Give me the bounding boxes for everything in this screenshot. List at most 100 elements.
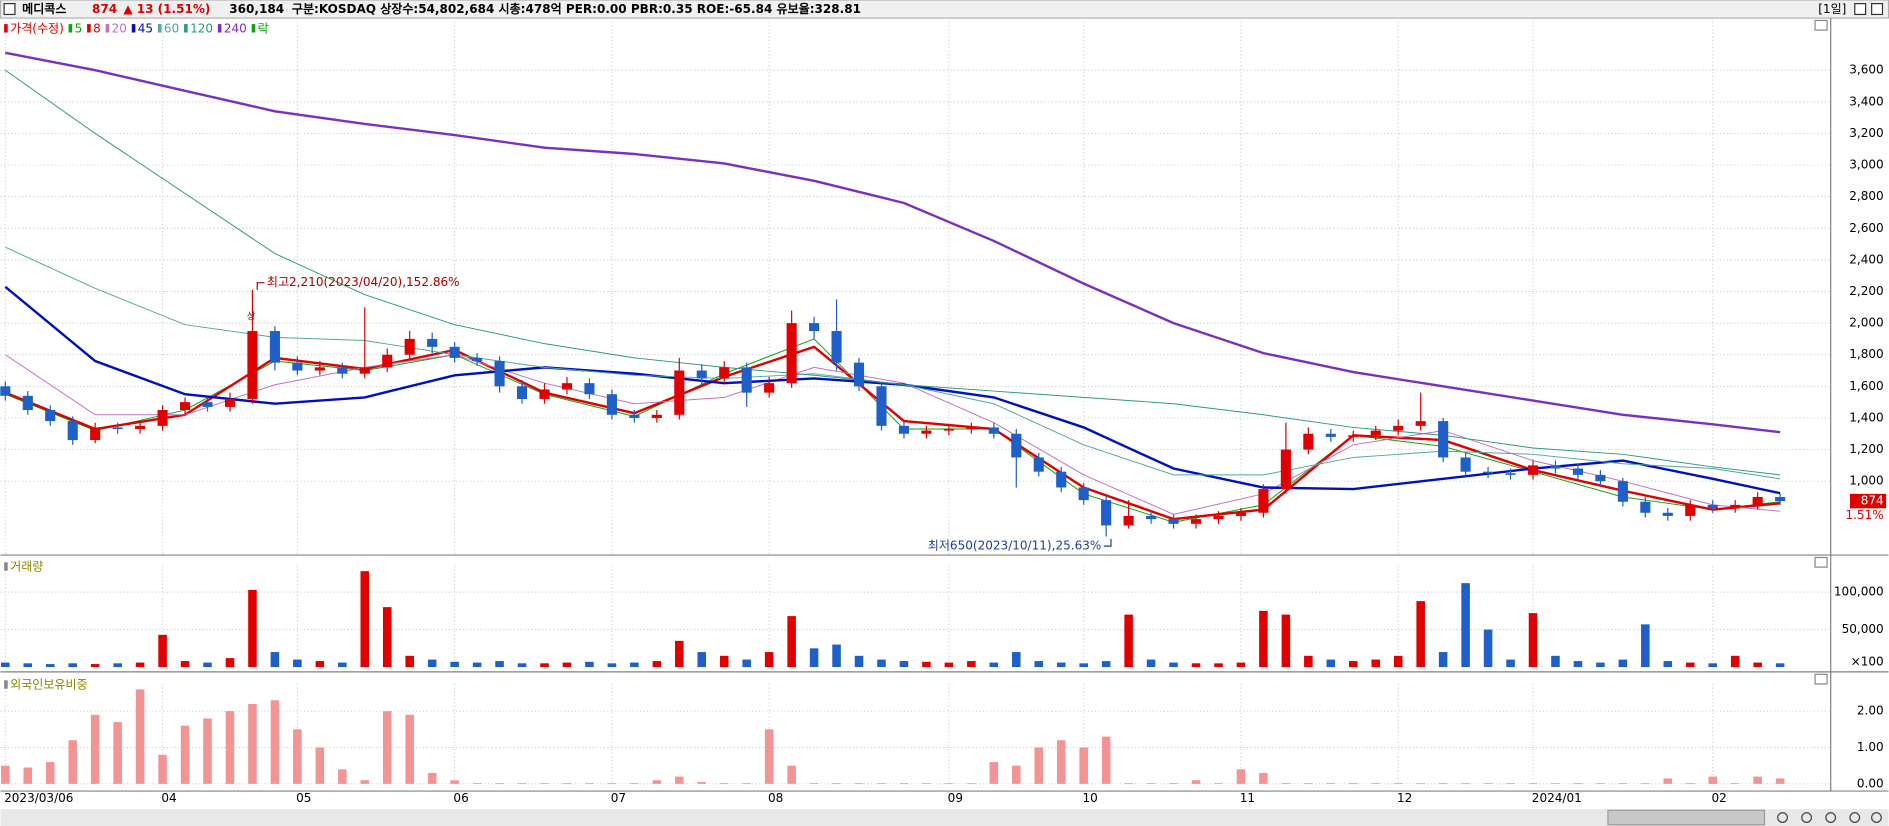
bar	[1259, 772, 1268, 784]
panel-button[interactable]	[1814, 19, 1828, 31]
candle-body	[606, 394, 617, 415]
y-tick-label: 100,000	[1834, 585, 1884, 599]
y-tick-label: 1,800	[1849, 347, 1883, 361]
candle-body	[1033, 457, 1044, 472]
candle-body	[1460, 457, 1471, 472]
x-tick-label: 02	[1712, 791, 1727, 805]
bar	[517, 663, 527, 668]
moving-average-line	[5, 69, 1781, 476]
candle-body	[247, 331, 258, 399]
bar	[1236, 769, 1246, 784]
legend-swatch	[68, 24, 73, 33]
bar	[1034, 747, 1044, 784]
y-tick-label: 3,600	[1849, 63, 1883, 77]
bar	[1056, 740, 1066, 784]
bar	[1393, 655, 1403, 668]
bar	[1483, 629, 1493, 668]
bar	[1438, 783, 1448, 784]
bar	[1349, 661, 1358, 668]
legend-label: 240	[224, 21, 247, 35]
bar	[1753, 662, 1762, 668]
bar	[1641, 783, 1650, 784]
x-tick-label: 2023/03/06	[4, 791, 73, 805]
bar	[1708, 776, 1718, 784]
bar	[1124, 783, 1133, 784]
bar	[315, 661, 325, 668]
bar	[675, 776, 684, 784]
bar	[809, 648, 819, 668]
candle-body	[876, 386, 887, 426]
scroll-thumb[interactable]	[1607, 809, 1766, 826]
bar	[293, 729, 302, 784]
bar	[1101, 736, 1111, 784]
x-tick-label: 05	[296, 791, 311, 805]
candle-body	[292, 362, 303, 371]
bar	[719, 655, 729, 668]
candle-body	[157, 410, 168, 426]
bar	[1686, 662, 1695, 668]
bar	[248, 589, 257, 668]
bar	[1438, 652, 1448, 668]
bar	[1349, 783, 1358, 784]
bar	[1079, 747, 1088, 784]
bar	[652, 780, 662, 784]
candle-body	[1280, 449, 1291, 490]
candle-body	[1550, 465, 1561, 469]
period[interactable]: [1일]	[1818, 2, 1846, 16]
candle-body	[202, 402, 213, 407]
bar	[899, 783, 909, 784]
zoom-buttons[interactable]	[1777, 812, 1882, 823]
bar	[23, 767, 33, 784]
legend-swatch	[217, 24, 222, 33]
candle-body	[853, 362, 865, 387]
panel-button[interactable]	[1814, 556, 1828, 568]
bar	[1259, 610, 1268, 668]
panel-title-swatch	[4, 680, 8, 689]
candle-body	[494, 361, 505, 387]
legend-swatch	[4, 24, 8, 33]
y-tick-label: 2,800	[1849, 189, 1883, 203]
bar	[1191, 780, 1201, 784]
change: ▲ 13 (1.51%)	[123, 2, 210, 16]
candle-body	[898, 425, 910, 434]
restore-button[interactable]	[1854, 3, 1867, 16]
candle-body	[1595, 474, 1606, 482]
bar	[562, 783, 572, 784]
bar	[697, 652, 707, 668]
bar	[225, 711, 235, 784]
bar	[540, 663, 549, 668]
annotation-arrow	[256, 282, 265, 290]
bar	[1169, 783, 1178, 784]
checkbox[interactable]	[3, 3, 16, 16]
bar	[45, 664, 55, 668]
candle-body	[22, 395, 33, 411]
x-tick-label: 08	[768, 791, 783, 805]
candle-body	[1213, 515, 1224, 520]
candle-body	[651, 414, 662, 418]
bar	[944, 783, 954, 784]
scrollbar[interactable]	[0, 809, 1889, 826]
annotation-high: 최고2,210(2023/04/20),152.86%	[267, 275, 460, 289]
candle-body	[809, 323, 820, 332]
bar	[68, 740, 77, 784]
annotation-low: 최저650(2023/10/11),25.63%	[928, 539, 1102, 553]
bar	[1596, 662, 1605, 668]
bar	[495, 783, 504, 784]
panel-button[interactable]	[1814, 673, 1828, 685]
volume: 360,184	[229, 2, 284, 16]
close-button[interactable]	[1871, 3, 1884, 16]
bar	[180, 661, 190, 668]
bar	[922, 661, 931, 668]
legend-label: 8	[93, 21, 101, 35]
candle-body	[135, 425, 146, 430]
candle-body	[1348, 435, 1359, 437]
bar	[989, 662, 999, 668]
bar	[203, 662, 212, 668]
bar	[1596, 783, 1605, 784]
bar	[68, 663, 77, 668]
bar	[697, 782, 707, 784]
candle-body	[561, 383, 573, 390]
stock-info: 구분:KOSDAQ 상장수:54,802,684 시총:478억 PER:0.0…	[292, 1, 861, 16]
bar	[360, 780, 370, 784]
candle-body	[696, 370, 707, 379]
